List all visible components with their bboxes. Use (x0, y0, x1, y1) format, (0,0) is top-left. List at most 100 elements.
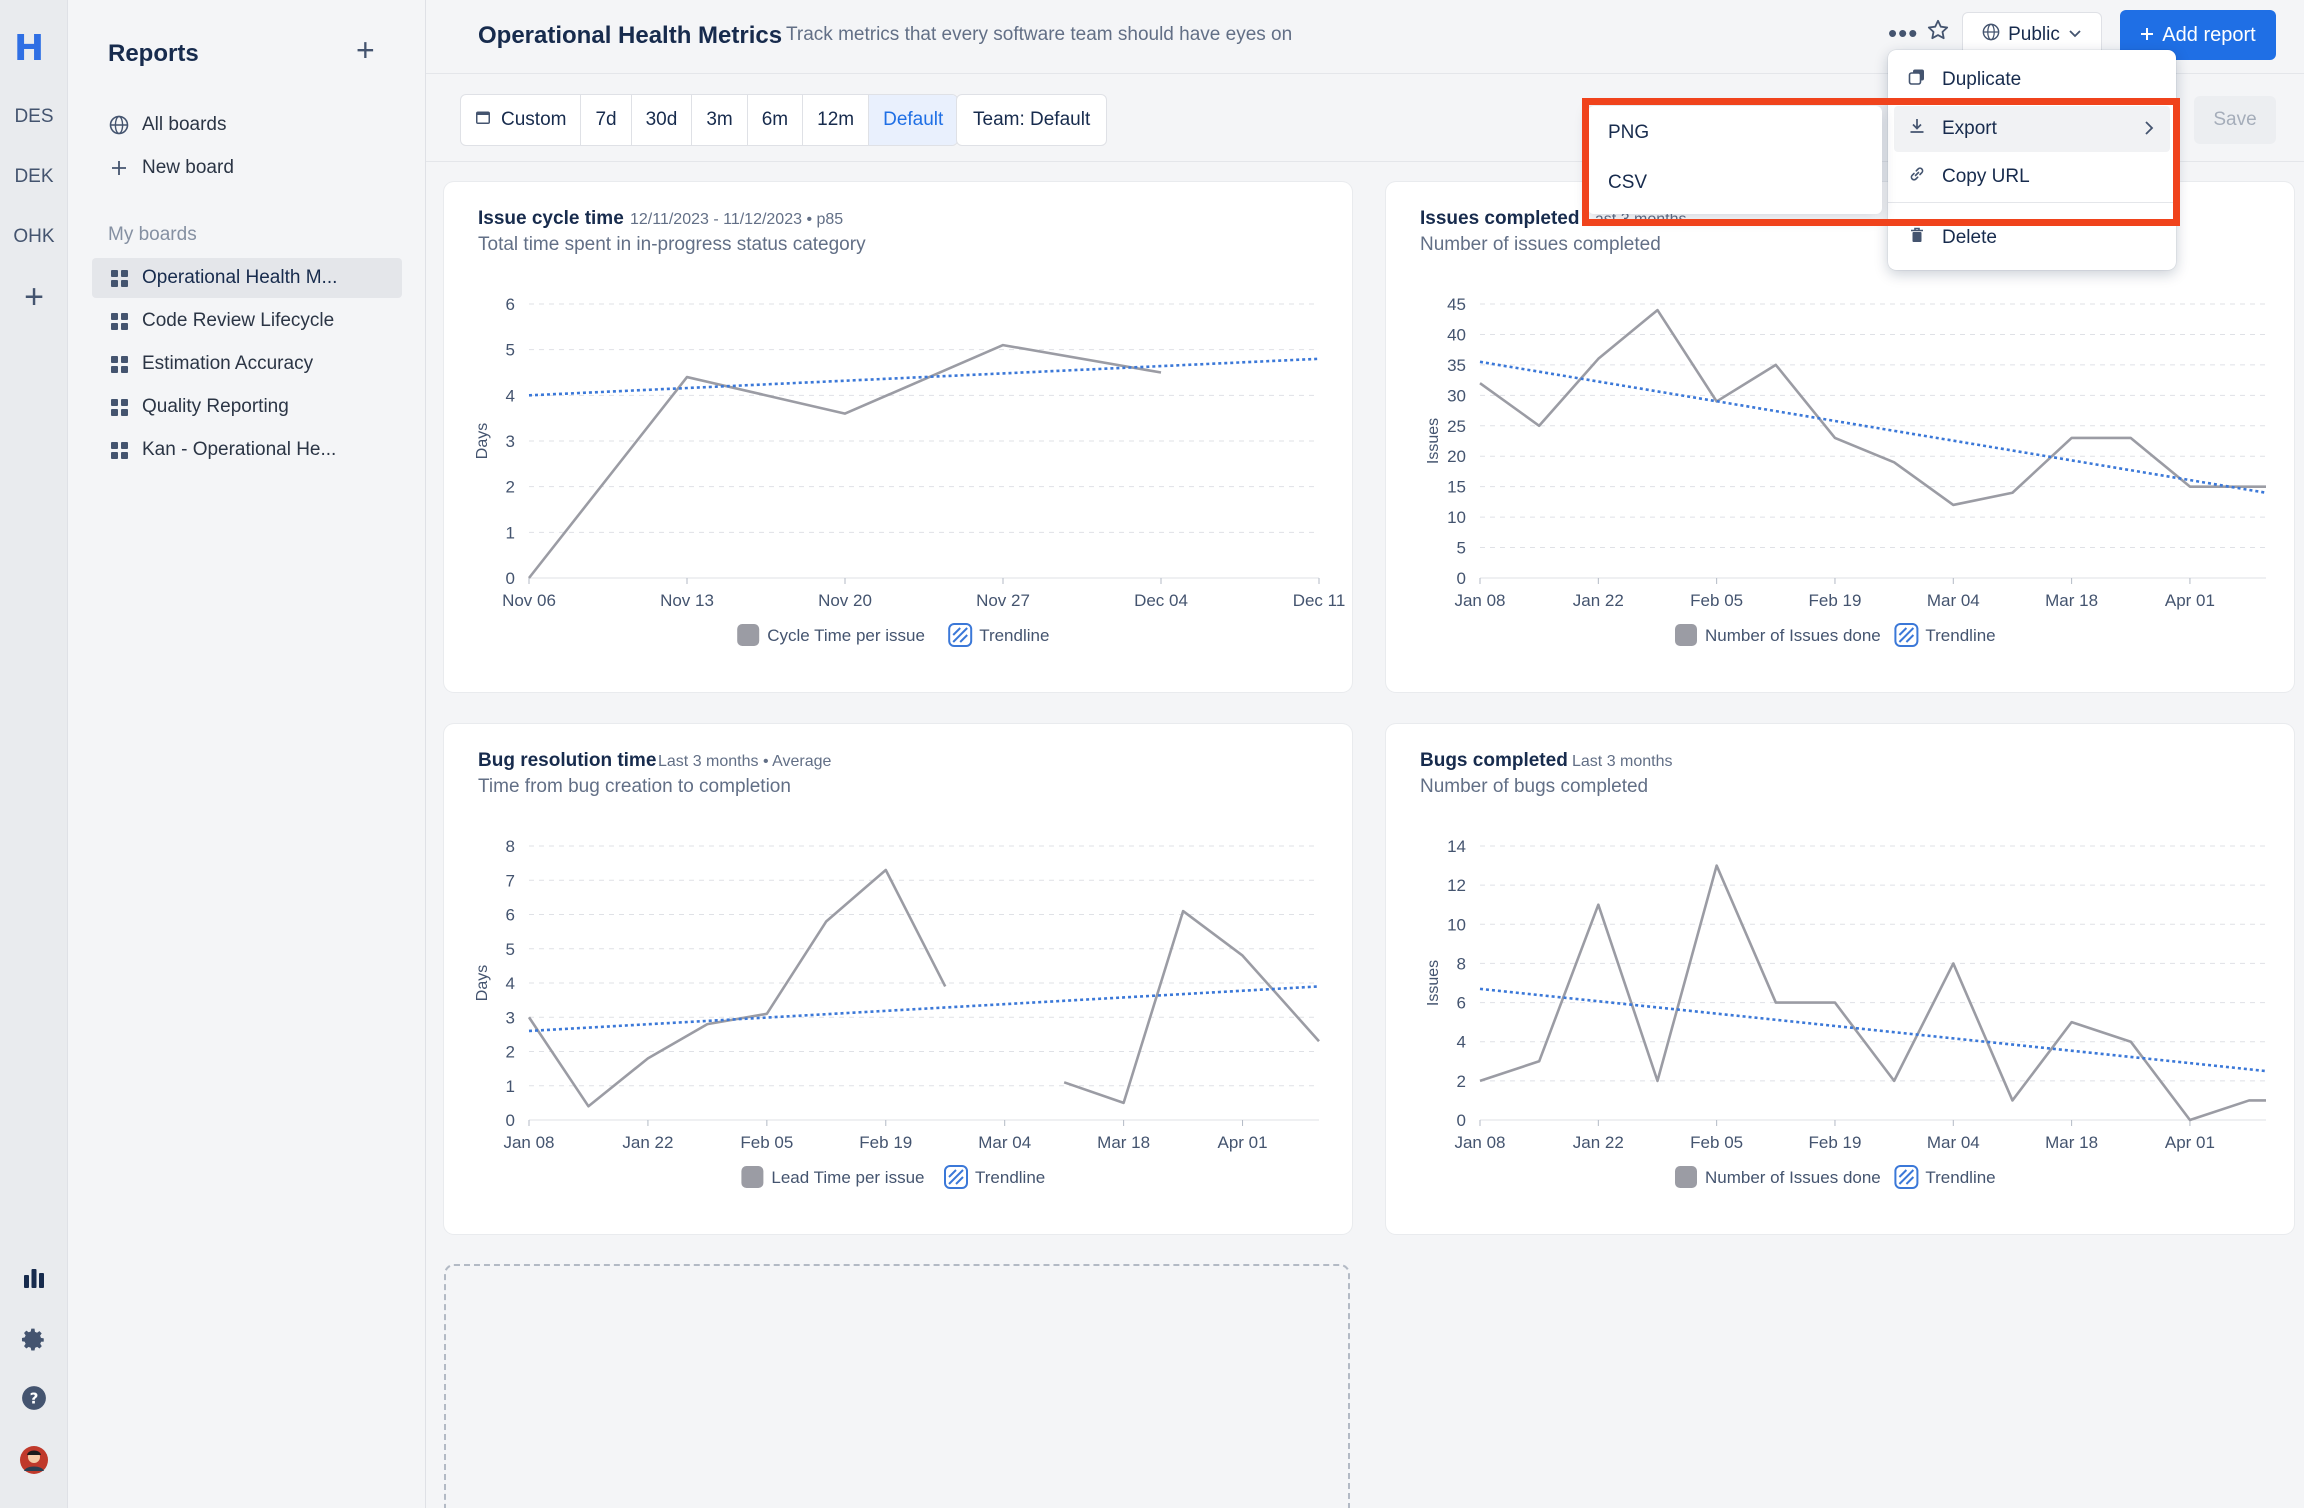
report-card-issue-cycle-time[interactable]: Issue cycle time 12/11/2023 - 11/12/2023… (444, 182, 1352, 692)
sidebar-item-kan-operational[interactable]: Kan - Operational He... (92, 430, 402, 470)
sidebar-item-code-review[interactable]: Code Review Lifecycle (92, 301, 402, 341)
avatar[interactable] (16, 1442, 52, 1478)
line-chart: 0 5 10 15 20 25 30 35 40 45 Jan 08 Jan 22 Feb 05 Feb … (1425, 295, 2267, 647)
report-card-bugs-completed[interactable]: Bugs completed Last 3 months Number of b… (1386, 724, 2294, 1234)
series-line (1479, 308, 2266, 507)
x-tick-label: Jan 08 (1454, 591, 1505, 610)
y-tick-label: 10 (1447, 508, 1466, 527)
report-card-bug-resolution-time[interactable]: Bug resolution time Last 3 months • Aver… (444, 724, 1352, 1234)
x-tick-label: Mar 04 (978, 1133, 1031, 1152)
sidebar-item-new-board[interactable]: New board (92, 148, 402, 188)
card-title: Bug resolution time (478, 750, 657, 771)
range-12m[interactable]: 12m (803, 95, 870, 145)
card-title: Issues completed (1420, 208, 1580, 229)
sidebar-item-label: Code Review Lifecycle (142, 310, 335, 331)
gear-icon[interactable] (16, 1322, 52, 1358)
chevron-right-icon (2142, 119, 2156, 143)
help-icon[interactable]: ? (16, 1380, 52, 1416)
y-tick-label: 1 (506, 1077, 515, 1096)
link-icon (1908, 165, 1926, 189)
x-tick-label: Feb 19 (1808, 1133, 1861, 1152)
card-subtitle: Number of bugs completed (1420, 776, 1649, 797)
legend-hatch (948, 1169, 964, 1185)
svg-text:?: ? (30, 1389, 39, 1407)
app-logo[interactable]: H (14, 28, 45, 69)
x-tick-label: Apr 01 (1218, 1133, 1268, 1152)
board-icon (108, 310, 130, 332)
menu-item-delete[interactable]: Delete (1894, 215, 2170, 261)
y-axis-label: Days (474, 965, 491, 1001)
x-tick-label: Feb 05 (1690, 1133, 1743, 1152)
sidebar-item-operational-health[interactable]: Operational Health M... (92, 258, 402, 298)
export-png-option[interactable]: PNG (1608, 122, 1650, 143)
export-csv-option[interactable]: CSV (1608, 172, 1648, 193)
team-selector[interactable]: Team: Default (956, 94, 1108, 146)
sidebar-item-estimation[interactable]: Estimation Accuracy (92, 344, 402, 384)
sidebar-item-all-boards[interactable]: All boards (92, 105, 402, 145)
reports-icon[interactable] (16, 1260, 52, 1296)
board-icon (108, 439, 130, 461)
x-tick-label: Nov 27 (976, 591, 1030, 610)
project-dek[interactable]: DEK (14, 166, 54, 187)
y-tick-label: 4 (506, 386, 515, 405)
project-des[interactable]: DES (14, 106, 54, 127)
y-tick-label: 14 (1447, 837, 1466, 856)
sidebar-item-quality[interactable]: Quality Reporting (92, 387, 402, 427)
x-tick-label: Jan 22 (1573, 591, 1624, 610)
legend-label-trendline: Trendline (979, 626, 1049, 645)
x-tick-label: Nov 06 (502, 591, 556, 610)
line-chart: 0 2 4 6 8 10 12 14 Jan 08 Jan 22 Feb 05 Feb 19 Mar 0… (1425, 837, 2267, 1189)
y-tick-label: 15 (1447, 478, 1466, 497)
sidebar-item-label: Operational Health M... (142, 267, 338, 288)
y-tick-label: 6 (506, 295, 515, 314)
card-subtitle: Total time spent in in-progress status c… (478, 234, 866, 255)
annotation-highlight (1582, 98, 2180, 226)
x-tick-label: Mar 04 (1927, 1133, 1980, 1152)
legend-hatch (1898, 1169, 1915, 1185)
board-icon (108, 353, 130, 375)
y-tick-label: 45 (1447, 295, 1466, 314)
x-tick-label: Mar 04 (1927, 591, 1980, 610)
x-tick-label: Feb 19 (1808, 591, 1861, 610)
y-tick-label: 4 (1457, 1033, 1466, 1052)
calendar-icon (475, 109, 491, 131)
y-tick-label: 7 (506, 871, 515, 890)
add-board-button[interactable]: + (356, 32, 375, 68)
legend-swatch-series (1675, 1166, 1697, 1188)
legend-label-series: Number of Issues done (1705, 626, 1881, 645)
project-ohk[interactable]: OHK (13, 226, 55, 247)
board-icon (108, 267, 130, 289)
y-tick-label: 10 (1447, 915, 1466, 934)
export-submenu: PNG CSV (1588, 106, 1882, 214)
legend-label-series: Number of Issues done (1705, 1168, 1881, 1187)
x-tick-label: Jan 08 (503, 1133, 554, 1152)
add-report-placeholder[interactable] (444, 1264, 1350, 1508)
star-icon[interactable] (1926, 18, 1950, 49)
range-3m[interactable]: 3m (692, 95, 748, 145)
series-line (1479, 864, 2266, 1122)
y-tick-label: 5 (506, 940, 515, 959)
my-boards-heading: My boards (108, 224, 197, 245)
menu-item-duplicate[interactable]: Duplicate (1894, 57, 2170, 103)
range-30d[interactable]: 30d (632, 95, 693, 145)
line-chart: 0 1 2 3 4 5 6 7 8 Jan 08 Jan 22 Feb 05 Feb 19 Mar 04 M… (474, 837, 1320, 1189)
y-tick-label: 20 (1447, 447, 1466, 466)
more-actions-button[interactable]: ••• (1888, 18, 1919, 48)
y-axis-label: Days (474, 423, 491, 459)
line-chart: 0 1 2 3 4 5 6 Nov 06 Nov 13 Nov 20 Nov 27 Dec 04 Dec… (474, 295, 1345, 647)
save-button[interactable]: Save (2194, 96, 2276, 144)
custom-range-button[interactable]: Custom (461, 95, 582, 145)
app-rail: H DES DEK OHK + ? (0, 0, 68, 1508)
menu-item-label: Duplicate (1942, 69, 2022, 90)
y-tick-label: 8 (506, 837, 515, 856)
range-7d[interactable]: 7d (581, 95, 632, 145)
range-6m[interactable]: 6m (748, 95, 804, 145)
menu-item-copy-url[interactable]: Copy URL (1894, 154, 2170, 200)
add-project-button[interactable]: + (24, 278, 44, 316)
y-tick-label: 5 (1457, 539, 1466, 558)
menu-item-export[interactable]: Export (1894, 106, 2170, 152)
menu-item-label: Delete (1942, 227, 1997, 248)
range-default[interactable]: Default (869, 95, 958, 145)
download-icon (1908, 117, 1926, 141)
y-tick-label: 2 (506, 1043, 515, 1062)
